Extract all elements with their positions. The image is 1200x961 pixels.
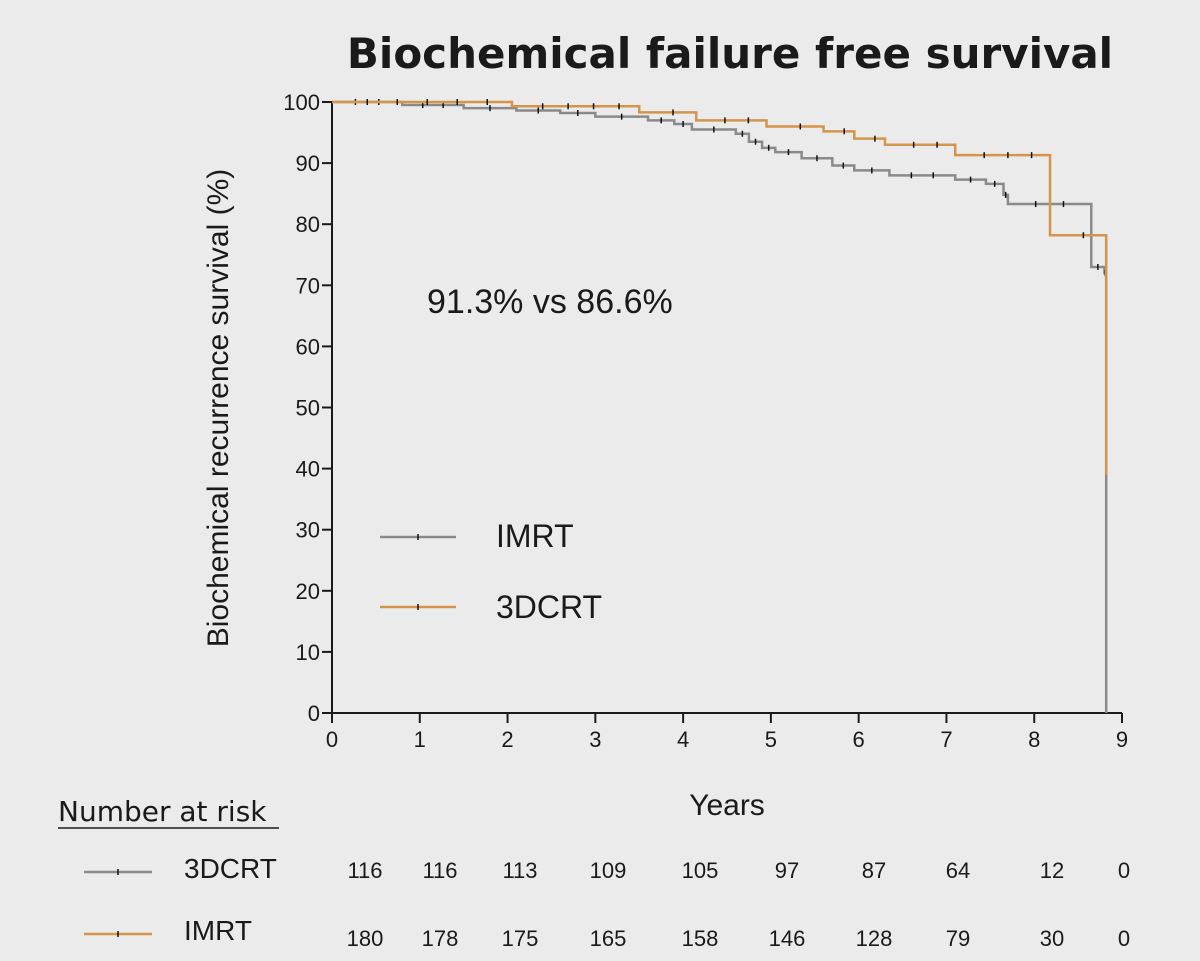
x-tick-label: 6 [853, 727, 865, 752]
x-tick-label: 5 [765, 727, 777, 752]
legend-label-imrt: IMRT [496, 518, 574, 554]
risk-value-imrt: 158 [682, 926, 719, 951]
plot-area: 0 10 20 30 40 50 60 70 80 90 100 0 1 2 3 4 5 6 7 8 9 [283, 90, 1128, 752]
x-tick-label: 1 [414, 727, 426, 752]
risk-value-3dcrt: 109 [590, 858, 627, 883]
risk-value-3dcrt: 113 [502, 858, 537, 883]
risk-value-3dcrt: 64 [946, 858, 970, 883]
y-tick-label: 0 [308, 701, 320, 726]
y-tick-label: 100 [283, 90, 320, 115]
risk-value-imrt: 180 [347, 926, 384, 951]
x-tick-label: 9 [1116, 727, 1128, 752]
y-tick-label: 60 [296, 334, 320, 359]
risk-value-imrt: 30 [1040, 926, 1064, 951]
survival-curve-3dcrt [332, 100, 1108, 475]
legend-label-3dcrt: 3DCRT [496, 589, 602, 625]
y-tick-label: 80 [296, 212, 320, 237]
risk-value-3dcrt: 0 [1118, 858, 1130, 883]
x-tick-label: 8 [1028, 727, 1040, 752]
risk-value-3dcrt: 116 [347, 858, 382, 883]
risk-value-3dcrt: 116 [422, 858, 457, 883]
y-tick-label: 30 [296, 518, 320, 543]
y-tick-label: 90 [296, 151, 320, 176]
x-tick-label: 4 [677, 727, 689, 752]
risk-value-imrt: 146 [769, 926, 806, 951]
x-tick-label: 2 [501, 727, 513, 752]
y-tick-label: 40 [296, 457, 320, 482]
x-tick-label: 0 [326, 727, 338, 752]
y-tick-label: 50 [296, 396, 320, 421]
y-tick-label: 10 [296, 640, 320, 665]
risk-value-imrt: 178 [422, 926, 459, 951]
y-axis-title: Biochemical recurrence survival (%) [202, 169, 235, 647]
y-tick-label: 20 [296, 579, 320, 604]
x-tick-label: 7 [940, 727, 952, 752]
survival-curve-imrt [332, 100, 1108, 713]
risk-value-imrt: 0 [1118, 926, 1130, 951]
legend: IMRT 3DCRT [380, 518, 602, 625]
x-axis-title: Years [689, 789, 765, 822]
risk-value-imrt: 79 [946, 926, 970, 951]
risk-value-imrt: 128 [856, 926, 893, 951]
risk-row-label-3dcrt: 3DCRT [184, 853, 277, 884]
risk-values: 116 116 113 109 105 97 87 64 12 0 180 178 175 165 158 1… [347, 858, 1130, 951]
risk-value-3dcrt: 87 [862, 858, 886, 883]
survival-annotation: 91.3% vs 86.6% [427, 283, 673, 321]
chart-title: Biochemical failure free survival [347, 29, 1113, 78]
risk-value-3dcrt: 97 [775, 858, 799, 883]
risk-value-3dcrt: 105 [682, 858, 719, 883]
y-tick-label: 70 [296, 273, 320, 298]
risk-value-imrt: 175 [502, 926, 539, 951]
risk-value-imrt: 165 [590, 926, 627, 951]
risk-row-label-imrt: IMRT [184, 915, 252, 946]
risk-table-title: Number at risk [58, 795, 267, 828]
risk-value-3dcrt: 12 [1040, 858, 1064, 883]
x-tick-label: 3 [589, 727, 601, 752]
number-at-risk-table: Number at risk 3DCRT IMRT 116 116 113 109 10… [58, 795, 1130, 951]
